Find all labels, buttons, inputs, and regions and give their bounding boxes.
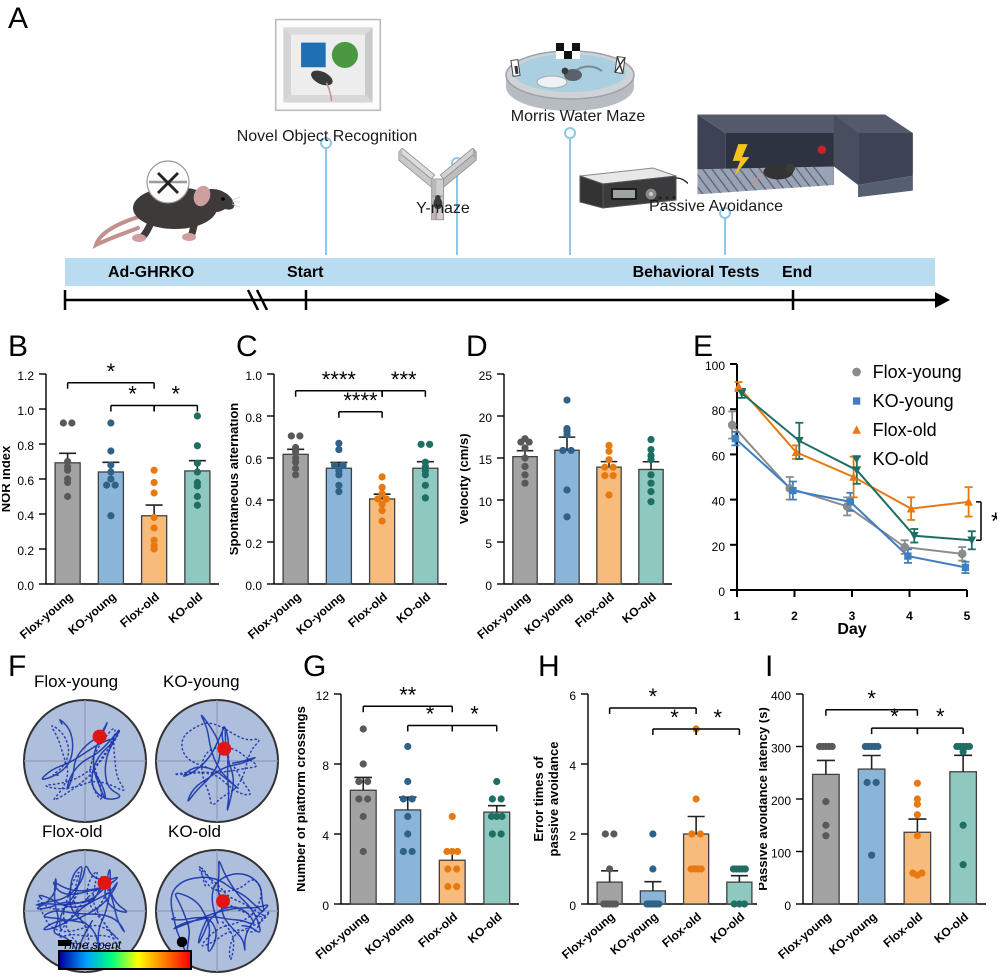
svg-text:1: 1 (734, 609, 741, 623)
svg-text:100: 100 (705, 359, 725, 373)
svg-text:200: 200 (771, 794, 791, 808)
svg-text:*: * (649, 684, 658, 709)
svg-text:80: 80 (712, 404, 726, 418)
svg-text:2: 2 (791, 609, 798, 623)
svg-text:0.0: 0.0 (17, 579, 34, 593)
svg-text:KO-old: KO-old (873, 449, 929, 469)
svg-text:0: 0 (784, 899, 791, 913)
svg-text:Day: Day (837, 621, 866, 638)
svg-text:*: * (890, 704, 899, 729)
svg-text:**: ** (399, 682, 417, 707)
svg-text:*: * (936, 704, 945, 729)
svg-text:12: 12 (316, 689, 330, 703)
svg-text:0.2: 0.2 (245, 537, 262, 551)
svg-text:Flox-young: Flox-young (17, 590, 76, 642)
svg-text:Number of platform crossings: Number of platform crossings (297, 706, 308, 892)
svg-text:Flox-old: Flox-old (117, 590, 162, 631)
svg-text:*: * (171, 382, 180, 407)
svg-text:Flox-young: Flox-young (873, 362, 962, 382)
svg-text:*: * (470, 702, 479, 727)
svg-text:Flox-old: Flox-old (415, 910, 460, 951)
svg-text:40: 40 (712, 495, 726, 509)
svg-text:Flox-young: Flox-young (245, 590, 304, 642)
svg-text:KO-young: KO-young (873, 391, 954, 411)
svg-text:KO-young: KO-young (607, 910, 660, 958)
svg-text:0.4: 0.4 (17, 509, 34, 523)
svg-text:1.2: 1.2 (17, 369, 34, 383)
svg-text:0.8: 0.8 (17, 439, 34, 453)
svg-text:KO-old: KO-old (166, 590, 206, 626)
svg-text:0: 0 (485, 579, 492, 593)
svg-text:*: * (713, 705, 722, 730)
svg-text:KO-old: KO-old (394, 590, 434, 626)
svg-text:4: 4 (906, 609, 913, 623)
svg-text:Flox-young: Flox-young (559, 910, 618, 962)
svg-text:KO-young: KO-young (826, 910, 879, 958)
svg-text:Passive avoidance latency (s): Passive avoidance latency (s) (759, 707, 770, 891)
svg-text:400: 400 (771, 689, 791, 703)
svg-text:Velocity (cm/s): Velocity (cm/s) (460, 433, 471, 524)
svg-text:8: 8 (322, 759, 329, 773)
svg-text:Error times of: Error times of (532, 756, 546, 842)
svg-text:0.6: 0.6 (17, 474, 34, 488)
svg-text:Flox-old: Flox-old (881, 910, 926, 951)
svg-text:20: 20 (479, 411, 493, 425)
svg-text:0: 0 (322, 899, 329, 913)
svg-text:25: 25 (479, 369, 493, 383)
svg-text:15: 15 (479, 453, 493, 467)
svg-text:*: * (867, 686, 876, 711)
svg-text:Flox-young: Flox-young (775, 910, 834, 962)
svg-text:300: 300 (771, 742, 791, 756)
svg-text:*: * (128, 382, 137, 407)
svg-text:1.0: 1.0 (245, 369, 262, 383)
svg-text:1.0: 1.0 (17, 404, 34, 418)
svg-text:KO-young: KO-young (362, 910, 415, 958)
svg-text:KO-old: KO-old (708, 910, 748, 946)
svg-text:0.2: 0.2 (17, 544, 34, 558)
svg-text:0.6: 0.6 (245, 453, 262, 467)
svg-text:60: 60 (712, 449, 726, 463)
svg-text:10: 10 (479, 495, 493, 509)
svg-text:NOR index: NOR index (2, 445, 13, 512)
svg-text:0.0: 0.0 (245, 579, 262, 593)
svg-text:4: 4 (569, 759, 576, 773)
svg-text:***: *** (391, 367, 417, 392)
svg-text:KO-young: KO-young (293, 590, 346, 638)
svg-text:*: * (107, 359, 116, 384)
svg-text:*: * (991, 508, 997, 535)
svg-text:20: 20 (712, 540, 726, 554)
svg-text:5: 5 (485, 537, 492, 551)
svg-text:5: 5 (964, 609, 971, 623)
svg-text:0: 0 (718, 585, 725, 599)
svg-text:0.8: 0.8 (245, 411, 262, 425)
svg-text:KO-old: KO-old (465, 910, 505, 946)
svg-text:****: **** (343, 388, 378, 413)
svg-text:Flox-old: Flox-old (572, 590, 617, 631)
svg-text:100: 100 (771, 847, 791, 861)
svg-text:Flox-old: Flox-old (873, 420, 937, 440)
svg-text:*: * (670, 705, 679, 730)
svg-text:Spontaneous alternation: Spontaneous alternation (230, 403, 241, 555)
svg-text:*: * (426, 702, 435, 727)
svg-text:4: 4 (322, 829, 329, 843)
svg-text:6: 6 (569, 689, 576, 703)
svg-text:Flox-old: Flox-old (659, 910, 704, 951)
svg-text:Flox-young: Flox-young (474, 590, 533, 642)
svg-text:KO-old: KO-old (931, 910, 971, 946)
svg-text:KO-young: KO-young (65, 590, 118, 638)
svg-text:Flox-young: Flox-young (313, 910, 372, 962)
svg-text:2: 2 (569, 829, 576, 843)
svg-text:passive avoidance: passive avoidance (546, 742, 561, 857)
svg-text:0.4: 0.4 (245, 495, 262, 509)
svg-text:Flox-old: Flox-old (345, 590, 390, 631)
svg-text:KO-old: KO-old (619, 590, 659, 626)
svg-text:0: 0 (569, 899, 576, 913)
